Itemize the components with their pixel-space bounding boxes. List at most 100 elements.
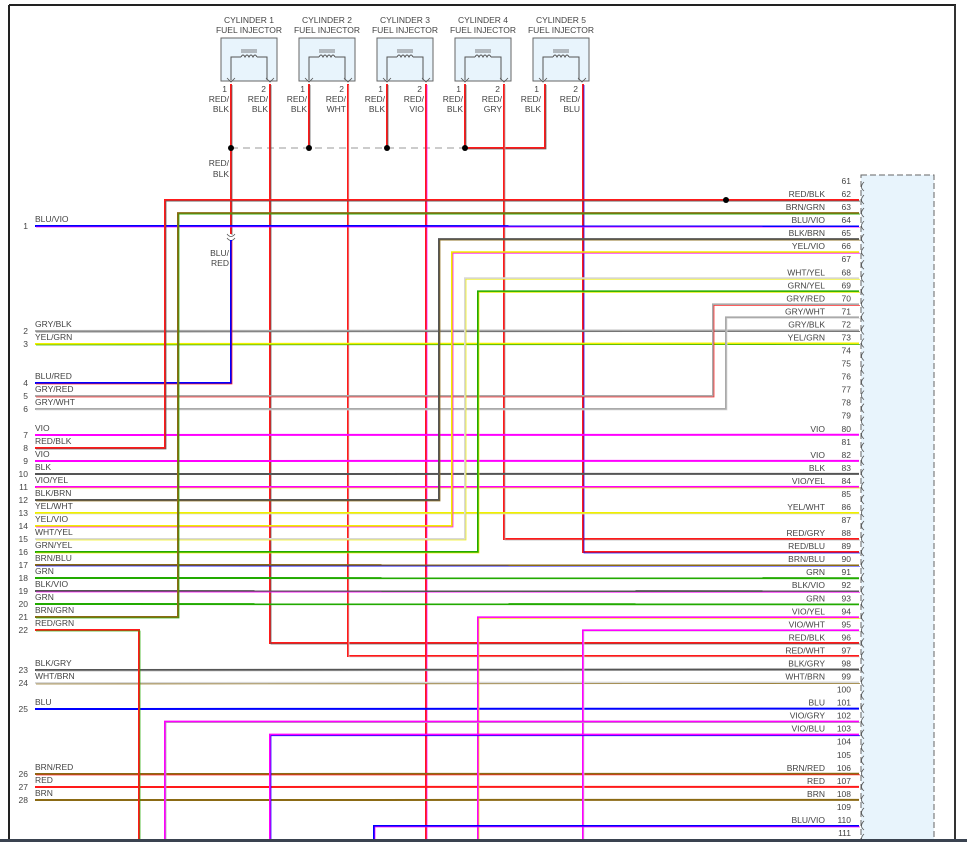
right-pin-wire-label: RED/WHT — [785, 645, 825, 655]
left-pin-wire-label: BLK/GRY — [35, 658, 72, 668]
left-pin-number: 11 — [19, 482, 28, 492]
fuel-injector — [220, 37, 278, 83]
injector-pin-icon — [265, 77, 275, 83]
wire-cyl1-pin2 — [269, 84, 860, 645]
connector-pin-cup — [861, 755, 865, 766]
left-pin-number: 10 — [19, 469, 29, 479]
wire-left-15-tracer — [36, 278, 860, 541]
connector-pin-cup — [861, 442, 865, 453]
solenoid-coil-icon — [396, 54, 414, 59]
left-pin-wire-label: BLU/RED — [35, 371, 72, 381]
injector-circuit — [308, 56, 346, 80]
connector-pin-cup — [861, 403, 865, 413]
right-pin-wire-label: WHT/BRN — [785, 672, 825, 682]
wire-left-3-to-73-body — [34, 342, 860, 345]
right-pin-number: 74 — [842, 346, 852, 356]
injector-title: FUEL INJECTOR — [372, 25, 438, 35]
wire-left-13-to-86 — [35, 512, 860, 515]
left-pin-number: 7 — [23, 430, 28, 440]
connector-pin-cup — [861, 794, 865, 805]
right-pin-number: 93 — [842, 593, 852, 603]
wire-left-2-to-72-tracer — [35, 331, 861, 333]
injector-pin-number: 2 — [261, 84, 266, 94]
wire-left-23-to-98-body — [34, 668, 860, 671]
right-pin-number: 84 — [842, 476, 852, 486]
wire-left-1-to-64 — [34, 225, 861, 228]
wire-left-14-tracer — [36, 252, 860, 528]
injector-circuit — [464, 56, 502, 80]
connector-pin-cup — [861, 598, 865, 609]
solenoid-coil-icon — [240, 54, 258, 59]
left-pin-number: 1 — [23, 221, 28, 231]
right-pin-wire-label: RED/BLK — [789, 189, 826, 199]
left-pin-wire-label: RED/GRN — [35, 618, 74, 628]
splice-junction-dot — [462, 145, 468, 151]
connector-pin-cup — [861, 651, 865, 661]
left-pin-wire-label: GRY/BLK — [35, 319, 72, 329]
left-pin-wire-label: VIO — [35, 423, 50, 433]
injector-pin-icon — [304, 77, 314, 83]
right-pin-number: 63 — [842, 202, 852, 212]
left-pin-number: 25 — [19, 704, 29, 714]
right-pin-wire-label: BLK — [809, 463, 825, 473]
right-pin-wire-label: GRY/WHT — [785, 306, 825, 316]
connector-pin-cup — [861, 703, 865, 713]
wire-left-23-to-98-tracer — [35, 670, 861, 672]
right-pin-wire-label: BRN/GRN — [786, 202, 825, 212]
injector-title: FUEL INJECTOR — [216, 25, 282, 35]
wire-cyl3-pin2 — [425, 84, 428, 842]
injector-pin-number: 2 — [495, 84, 500, 94]
connector-pin-cup — [861, 716, 865, 726]
left-pin-wire-label: VIO — [35, 449, 50, 459]
wire-left-4 — [35, 240, 233, 385]
solenoid-core-icon — [553, 49, 569, 53]
left-pin-wire-label: BRN/RED — [35, 762, 73, 772]
right-pin-number: 94 — [842, 606, 852, 616]
right-pin-number: 87 — [842, 515, 852, 525]
left-pin-number: 13 — [19, 508, 29, 518]
right-pin-number: 68 — [842, 267, 852, 277]
left-pin-wire-label: GRY/RED — [35, 384, 74, 394]
right-pin-wire-label: BRN — [807, 789, 825, 799]
right-pin-number: 71 — [842, 306, 852, 316]
wire-cyl5-pin1 — [465, 84, 547, 150]
right-pin-wire-label: VIO/YEL — [792, 606, 825, 616]
wire-left-8-tracer — [36, 200, 860, 450]
connector-pin-cup — [861, 533, 865, 544]
right-pin-number: 106 — [837, 763, 851, 773]
wire-cyl5-pin1-tracer — [466, 85, 547, 150]
injector-body — [298, 37, 356, 82]
right-pin-number: 109 — [837, 802, 851, 812]
wire-left-26-to-106 — [34, 772, 861, 776]
fuel-injector — [376, 37, 434, 83]
wire-right-102 — [164, 720, 860, 842]
injector-pin-wire-label: RED/ — [287, 94, 308, 104]
wire-left-14 — [35, 251, 860, 528]
right-pin-wire-label: VIO — [810, 424, 825, 434]
wire-left-11-to-84 — [34, 485, 861, 489]
left-pin-number: 15 — [19, 534, 29, 544]
wire-left-6-tracer — [36, 317, 860, 411]
connector-pin-cup — [861, 729, 865, 739]
injector-title: CYLINDER 1 — [224, 15, 274, 25]
injector-pin-icon — [460, 77, 470, 83]
wire-left-21-tracer — [36, 213, 860, 619]
connector-pin-cup — [861, 807, 865, 818]
injector-pin-wire-label: BLU — [563, 104, 580, 114]
connector-pin-cup — [861, 325, 865, 335]
left-pin-wire-label: GRY/WHT — [35, 397, 75, 407]
wire-left-5-body — [35, 303, 859, 397]
left-pin-number: 4 — [23, 378, 28, 388]
connector-pin-cup — [861, 520, 865, 531]
injector-title: CYLINDER 5 — [536, 15, 586, 25]
injector-body — [532, 37, 590, 82]
wire-cyl2-pin2-tracer — [348, 85, 860, 658]
wire-left-12 — [35, 238, 860, 502]
injector-pin-wire-label: RED/ — [521, 94, 542, 104]
wire-cyl4-pin1 — [464, 84, 467, 149]
wire-right-103-tracer — [270, 735, 860, 842]
connector-pin-cup — [861, 338, 865, 348]
wire-left-3-to-73 — [34, 342, 861, 346]
right-pin-wire-label: VIO — [810, 450, 825, 460]
wire-left-2-to-72 — [34, 329, 861, 333]
